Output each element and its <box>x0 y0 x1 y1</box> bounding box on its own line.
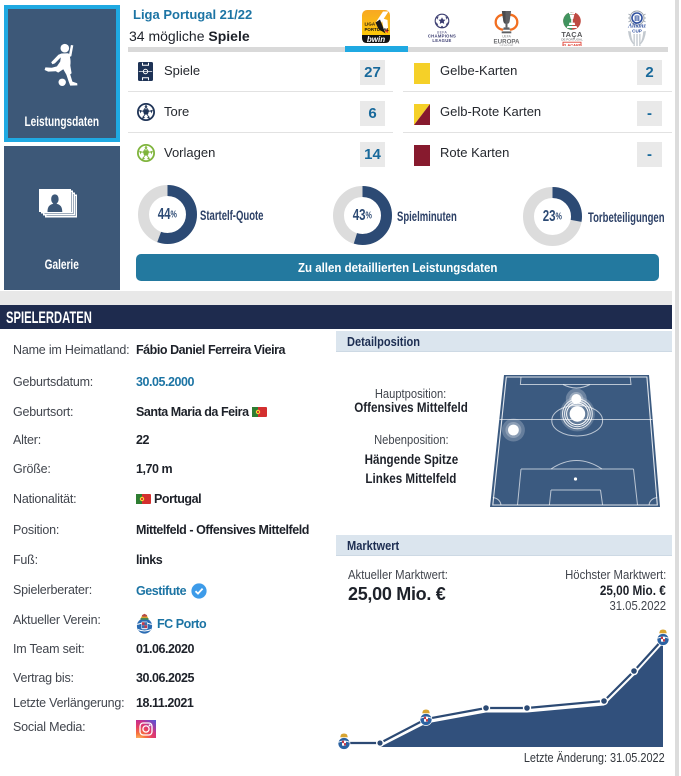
svg-text:PLACARD: PLACARD <box>562 42 582 46</box>
svg-text:LEAGUE: LEAGUE <box>432 38 451 43</box>
svg-text:PORTUGAL: PORTUGAL <box>365 27 390 32</box>
svg-text:CUP: CUP <box>632 29 642 34</box>
svg-text:DE PORTUGAL: DE PORTUGAL <box>561 38 583 42</box>
svg-text:CHAMPIONS: CHAMPIONS <box>428 34 456 39</box>
svg-text:UEFA: UEFA <box>502 35 512 39</box>
svg-text:Allianz: Allianz <box>627 24 646 30</box>
svg-text:LEAGUE: LEAGUE <box>500 44 514 46</box>
svg-text:LIGA: LIGA <box>365 22 376 27</box>
svg-text:TAÇA: TAÇA <box>561 30 583 39</box>
svg-text:EUROPA: EUROPA <box>493 38 520 45</box>
svg-text:bwin: bwin <box>367 35 385 44</box>
svg-text:UEFA: UEFA <box>437 31 448 35</box>
